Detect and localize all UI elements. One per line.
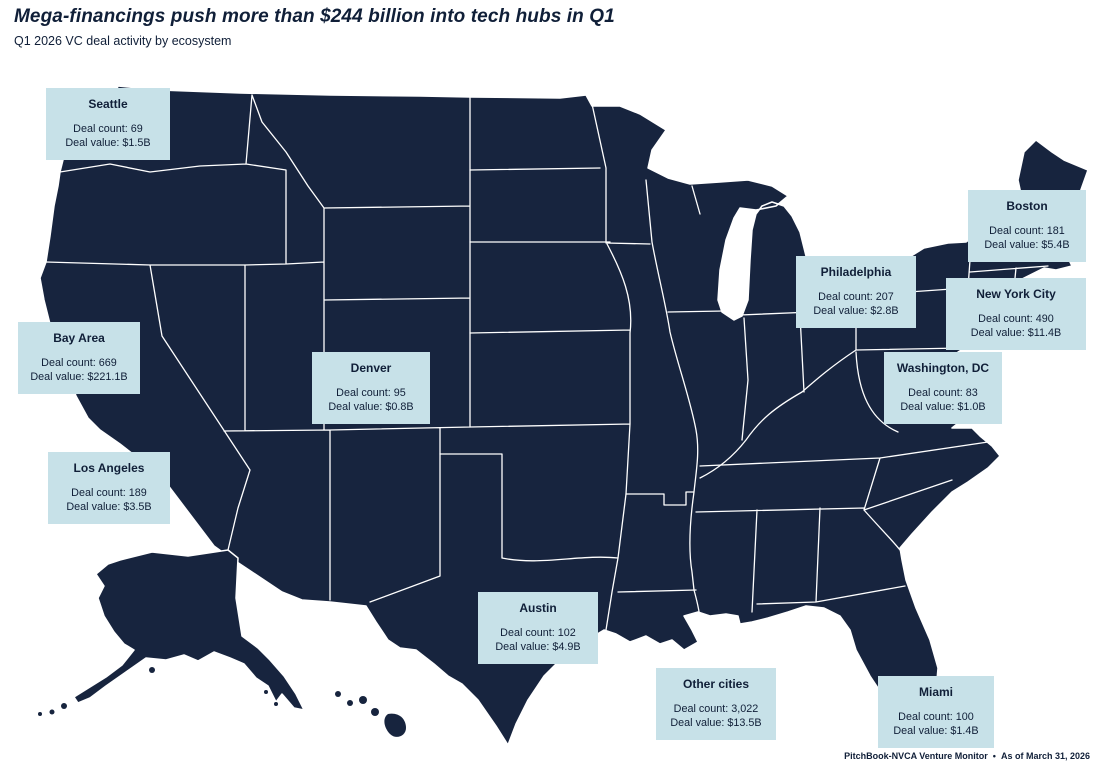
contiguous-us-shape [39, 85, 1089, 746]
ecosystem-name: Bay Area [53, 331, 105, 345]
ecosystem-name: New York City [976, 287, 1056, 301]
deal-count-text: Deal count: 669 [41, 357, 117, 369]
chart-title: Mega-financings push more than $244 bill… [14, 6, 615, 27]
ecosystem-label-card: Philadelphia Deal count: 207 Deal value:… [796, 256, 916, 328]
deal-count-text: Deal count: 95 [336, 387, 406, 399]
deal-value-text: Deal value: $4.9B [495, 641, 581, 653]
deal-value-text: Deal value: $1.4B [893, 725, 979, 737]
deal-count-text: Deal count: 189 [71, 487, 147, 499]
deal-count-text: Deal count: 3,022 [673, 703, 759, 715]
deal-count-text: Deal count: 181 [989, 225, 1065, 237]
deal-count-text: Deal count: 207 [818, 291, 894, 303]
chart-subtitle: Q1 2026 VC deal activity by ecosystem [14, 34, 232, 48]
ecosystem-name: Other cities [682, 677, 750, 691]
deal-count-text: Deal count: 100 [898, 711, 974, 723]
deal-count-text: Deal count: 490 [978, 313, 1054, 325]
deal-value-text: Deal value: $2.8B [813, 305, 899, 317]
hawaii-islands [335, 691, 406, 737]
deal-count-text: Deal count: 69 [73, 123, 143, 135]
source-footer: PitchBook-NVCA Venture Monitor • As of Mar… [844, 751, 1090, 761]
ecosystem-label-card: Seattle Deal count: 69 Deal value: $1.5B [46, 88, 170, 160]
ecosystem-name: Philadelphia [820, 265, 892, 279]
deal-count-text: Deal count: 83 [908, 387, 978, 399]
deal-value-text: Deal value: $5.4B [984, 239, 1070, 251]
state-borders-midwest [625, 179, 857, 639]
footer-separator: • [992, 751, 996, 761]
ecosystem-name: Washington, DC [896, 361, 990, 375]
ecosystem-name: Boston [1006, 199, 1048, 213]
ecosystem-label-card: Los Angeles Deal count: 189 Deal value: … [48, 452, 170, 524]
deal-count-text: Deal count: 102 [500, 627, 576, 639]
deal-value-text: Deal value: $0.8B [328, 401, 414, 413]
ecosystem-label-card: Bay Area Deal count: 669 Deal value: $22… [18, 322, 140, 394]
deal-value-text: Deal value: $11.4B [970, 327, 1062, 339]
alaska-shape [73, 549, 305, 711]
as-of-text: As of March 31, 2026 [1000, 751, 1090, 761]
ecosystem-name: Denver [350, 361, 392, 375]
deal-value-text: Deal value: $1.0B [900, 401, 986, 413]
ecosystem-label-card: Denver Deal count: 95 Deal value: $0.8B [312, 352, 430, 424]
ecosystem-label-card: Austin Deal count: 102 Deal value: $4.9B [478, 592, 598, 664]
title-block: Mega-financings push more than $244 bill… [14, 6, 615, 48]
ecosystem-label-card: Miami Deal count: 100 Deal value: $1.4B [878, 676, 994, 748]
source-text: PitchBook-NVCA Venture Monitor [844, 751, 988, 761]
alaska-islands [38, 667, 278, 716]
state-borders-west [45, 94, 471, 603]
deal-value-text: Deal value: $3.5B [66, 501, 152, 513]
ecosystem-name: Austin [519, 601, 557, 615]
deal-value-text: Deal value: $13.5B [670, 717, 762, 729]
ecosystem-name: Seattle [88, 97, 128, 111]
state-borders-south [695, 351, 989, 613]
ecosystem-label-card: Other cities Deal count: 3,022 Deal valu… [656, 668, 776, 740]
ecosystem-name: Los Angeles [73, 461, 145, 475]
ecosystem-label-card: Boston Deal count: 181 Deal value: $5.4B [968, 190, 1086, 262]
ecosystem-name: Miami [918, 685, 953, 699]
ecosystem-label-card: New York City Deal count: 490 Deal value… [946, 278, 1086, 350]
ecosystem-label-card: Washington, DC Deal count: 83 Deal value… [884, 352, 1002, 424]
state-borders-plains [439, 103, 697, 631]
deal-value-text: Deal value: $221.1B [30, 371, 128, 383]
deal-value-text: Deal value: $1.5B [65, 137, 151, 149]
